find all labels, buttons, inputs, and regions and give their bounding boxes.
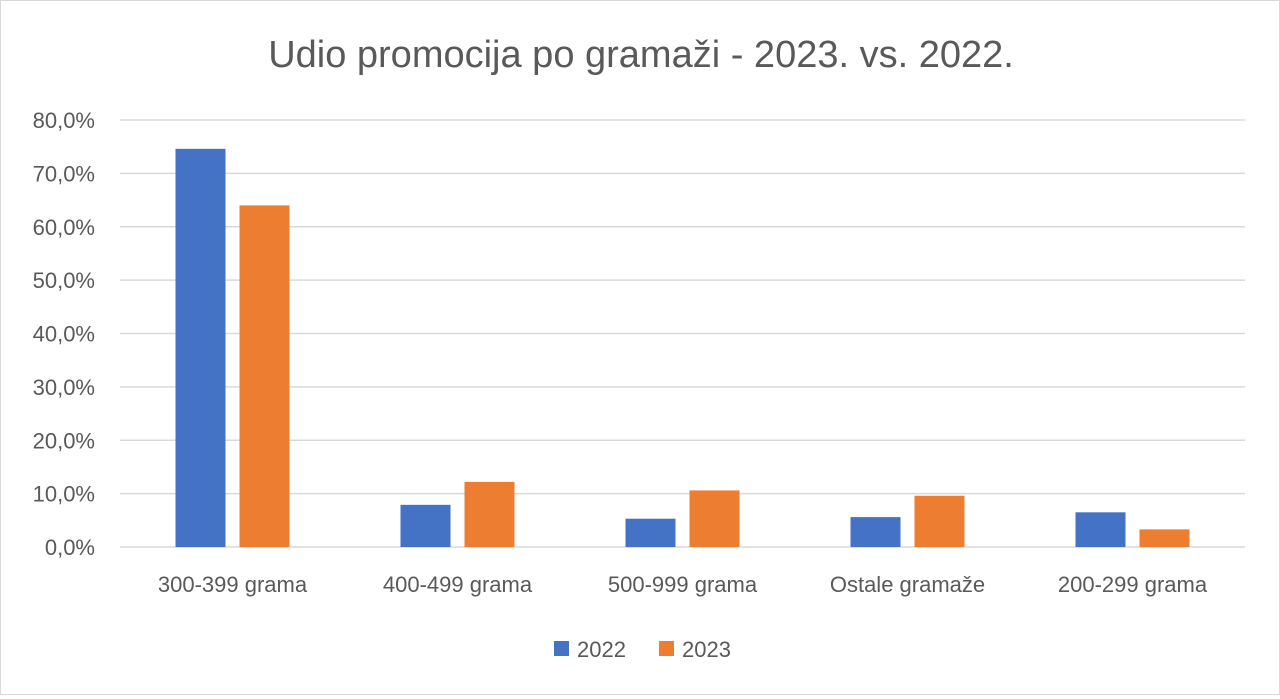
bars [175, 148, 1190, 547]
bar-2022 [175, 148, 226, 547]
bar-2023 [689, 490, 740, 547]
legend-label-2022: 2022 [577, 637, 626, 662]
bar-2023 [914, 495, 965, 547]
bar-2022 [1075, 512, 1126, 547]
y-tick-label: 40,0% [33, 322, 95, 347]
y-tick-label: 10,0% [33, 482, 95, 507]
x-category-label: Ostale gramaže [830, 572, 985, 597]
x-axis-labels: 300-399 grama 400-499 grama 500-999 grama O… [158, 572, 1208, 597]
y-tick-label: 80,0% [33, 108, 95, 133]
x-category-label: 400-499 grama [383, 572, 533, 597]
y-tick-label: 60,0% [33, 215, 95, 240]
bar-2022 [625, 518, 676, 547]
legend-label-2023: 2023 [682, 637, 731, 662]
y-axis-ticks: 0,0% 10,0% 20,0% 30,0% 40,0% 50,0% 60,0% 70,0% 8… [33, 108, 95, 560]
x-category-label: 300-399 grama [158, 572, 308, 597]
y-tick-label: 20,0% [33, 428, 95, 453]
y-tick-label: 30,0% [33, 375, 95, 400]
gridlines [120, 119, 1245, 548]
legend-swatch-2023 [659, 641, 674, 656]
chart-title: Udio promocija po gramaži - 2023. vs. 20… [268, 34, 1014, 76]
bar-2022 [400, 504, 451, 547]
y-tick-label: 0,0% [45, 535, 95, 560]
bar-2023 [464, 481, 515, 547]
bar-2022 [850, 517, 901, 547]
bar-2023 [1139, 529, 1190, 547]
legend: 2022 2023 [554, 637, 731, 662]
y-tick-label: 50,0% [33, 268, 95, 293]
y-tick-label: 70,0% [33, 161, 95, 186]
x-category-label: 500-999 grama [608, 572, 758, 597]
legend-swatch-2022 [554, 641, 569, 656]
x-category-label: 200-299 grama [1058, 572, 1208, 597]
bar-2023 [239, 205, 290, 547]
